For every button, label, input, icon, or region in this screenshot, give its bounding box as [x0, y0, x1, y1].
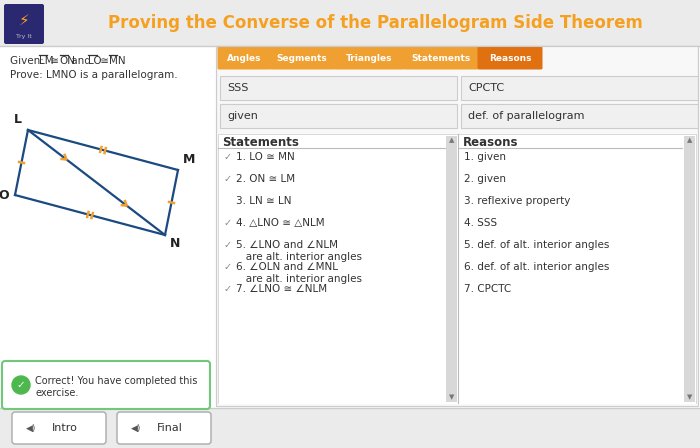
- Bar: [216, 404, 698, 406]
- Text: SSS: SSS: [227, 83, 248, 93]
- FancyBboxPatch shape: [2, 361, 210, 409]
- Circle shape: [12, 376, 30, 394]
- Text: Correct! You have completed this: Correct! You have completed this: [35, 376, 197, 386]
- Text: 4. SSS: 4. SSS: [464, 218, 497, 228]
- Text: ✓: ✓: [224, 218, 232, 228]
- Text: MN: MN: [109, 56, 125, 66]
- Text: Proving the Converse of the Parallelogram Side Theorem: Proving the Converse of the Parallelogra…: [108, 14, 643, 32]
- Bar: [220, 76, 457, 100]
- Bar: [218, 134, 696, 404]
- Text: ⚡: ⚡: [19, 13, 29, 27]
- Text: Triangles: Triangles: [346, 53, 392, 63]
- Bar: [220, 104, 457, 128]
- Text: given: given: [227, 111, 258, 121]
- Text: Given:: Given:: [10, 56, 47, 66]
- Text: 1. given: 1. given: [464, 152, 506, 162]
- Text: Prove: LMNO is a parallelogram.: Prove: LMNO is a parallelogram.: [10, 70, 178, 80]
- Text: LO: LO: [88, 56, 102, 66]
- Bar: [0, 0, 700, 46]
- Text: Statements: Statements: [222, 136, 299, 149]
- Bar: [461, 104, 698, 128]
- Bar: [216, 46, 698, 406]
- Text: def. of parallelogram: def. of parallelogram: [468, 111, 584, 121]
- Text: ▲: ▲: [687, 137, 692, 143]
- Text: 2. given: 2. given: [464, 174, 506, 184]
- Text: are alt. interior angles: are alt. interior angles: [236, 274, 362, 284]
- Text: N: N: [170, 237, 181, 250]
- Text: ✓: ✓: [224, 284, 232, 294]
- Text: ✓: ✓: [224, 174, 232, 184]
- Text: ON: ON: [60, 56, 76, 66]
- Text: ▲: ▲: [449, 137, 454, 143]
- Text: ◀): ◀): [26, 423, 36, 432]
- Text: ◀): ◀): [131, 423, 141, 432]
- Text: exercise.: exercise.: [35, 388, 78, 398]
- Text: 2. ON ≅ LM: 2. ON ≅ LM: [236, 174, 295, 184]
- Text: 6. def. of alt. interior angles: 6. def. of alt. interior angles: [464, 262, 610, 272]
- Text: ≅: ≅: [47, 56, 62, 66]
- FancyBboxPatch shape: [117, 412, 211, 444]
- Text: ▼: ▼: [687, 394, 692, 400]
- Text: and: and: [68, 56, 94, 66]
- Bar: [461, 76, 698, 100]
- Text: Try It: Try It: [16, 34, 32, 39]
- Text: 4. △LNO ≅ △NLM: 4. △LNO ≅ △NLM: [236, 218, 325, 228]
- Text: 6. ∠OLN and ∠MNL: 6. ∠OLN and ∠MNL: [236, 262, 338, 272]
- Text: ✓: ✓: [224, 240, 232, 250]
- Text: 3. reflexive property: 3. reflexive property: [464, 196, 570, 206]
- Bar: [0, 408, 700, 448]
- FancyBboxPatch shape: [4, 4, 44, 44]
- Text: 3. LN ≅ LN: 3. LN ≅ LN: [236, 196, 291, 206]
- FancyBboxPatch shape: [270, 47, 335, 69]
- Text: ✓: ✓: [17, 380, 25, 390]
- Bar: [684, 136, 695, 402]
- Text: are alt. interior angles: are alt. interior angles: [236, 252, 362, 262]
- Text: ▼: ▼: [449, 394, 454, 400]
- Text: Intro: Intro: [52, 423, 78, 433]
- Text: 5. ∠LNO and ∠NLM: 5. ∠LNO and ∠NLM: [236, 240, 338, 250]
- Text: ✓: ✓: [224, 262, 232, 272]
- Text: 5. def. of alt. interior angles: 5. def. of alt. interior angles: [464, 240, 610, 250]
- FancyBboxPatch shape: [477, 47, 542, 69]
- Text: L: L: [14, 113, 22, 126]
- Bar: [216, 46, 698, 406]
- Text: 1. LO ≅ MN: 1. LO ≅ MN: [236, 152, 295, 162]
- Text: M: M: [183, 153, 195, 166]
- Text: O: O: [0, 189, 9, 202]
- Text: ✓: ✓: [224, 152, 232, 162]
- Text: Reasons: Reasons: [463, 136, 519, 149]
- Text: CPCTC: CPCTC: [468, 83, 504, 93]
- Text: Segments: Segments: [276, 53, 328, 63]
- Bar: [446, 136, 457, 402]
- FancyBboxPatch shape: [12, 412, 106, 444]
- Text: Final: Final: [157, 423, 183, 433]
- Text: Reasons: Reasons: [489, 53, 531, 63]
- Text: LM: LM: [39, 56, 53, 66]
- Text: Statements: Statements: [412, 53, 470, 63]
- Text: ≅: ≅: [97, 56, 112, 66]
- FancyBboxPatch shape: [333, 47, 405, 69]
- FancyBboxPatch shape: [403, 47, 479, 69]
- FancyBboxPatch shape: [218, 47, 270, 69]
- Text: 7. ∠LNO ≅ ∠NLM: 7. ∠LNO ≅ ∠NLM: [236, 284, 327, 294]
- Text: Angles: Angles: [227, 53, 261, 63]
- Text: 7. CPCTC: 7. CPCTC: [464, 284, 511, 294]
